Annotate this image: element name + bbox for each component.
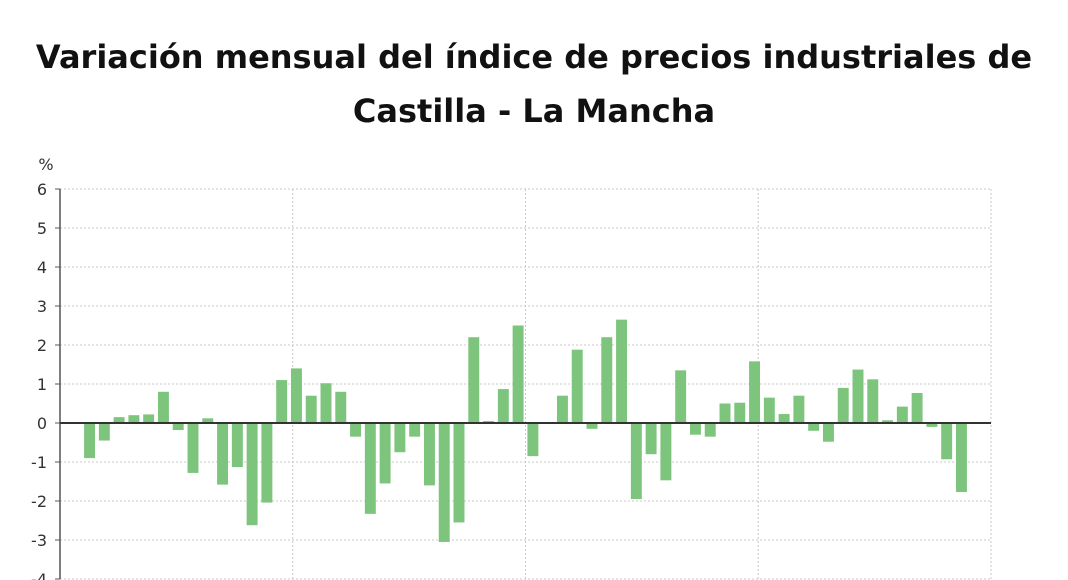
bar	[217, 423, 229, 485]
chart-title-line-2: Castilla - La Mancha	[352, 92, 716, 130]
y-tick-label: -4	[31, 570, 47, 580]
bar	[379, 423, 391, 484]
bar	[837, 387, 849, 423]
bar	[852, 369, 864, 423]
bar	[660, 423, 672, 481]
bar	[941, 423, 953, 460]
bar	[527, 423, 539, 457]
bar	[305, 395, 317, 423]
y-tick-label: -1	[31, 453, 47, 472]
bar	[616, 319, 628, 423]
chart-title-line-1: Variación mensual del índice de precios …	[35, 38, 1033, 76]
y-tick-label: 0	[37, 414, 47, 433]
bar	[512, 325, 524, 423]
bar	[571, 349, 583, 423]
bar	[290, 368, 302, 423]
bar	[364, 423, 376, 514]
bar	[438, 423, 450, 542]
bar	[749, 361, 761, 423]
bar	[335, 391, 347, 423]
bar	[763, 397, 775, 423]
bar	[157, 391, 169, 423]
bar	[394, 423, 406, 453]
bar	[497, 389, 509, 423]
y-tick-label: 2	[37, 336, 47, 355]
bar	[867, 379, 879, 423]
bar	[453, 423, 465, 523]
bar	[187, 423, 199, 473]
bar	[793, 395, 805, 423]
bar	[409, 423, 421, 437]
bar	[231, 423, 243, 468]
bar	[320, 383, 332, 423]
bar	[202, 418, 214, 423]
bar	[808, 423, 820, 431]
bar	[276, 380, 288, 423]
bar	[586, 423, 598, 429]
bar	[955, 423, 967, 493]
bar	[143, 414, 155, 423]
y-tick-label: -2	[31, 492, 47, 511]
bar	[882, 420, 894, 423]
chart-title: Variación mensual del índice de precios …	[0, 30, 1068, 138]
bar	[926, 423, 938, 427]
bar	[645, 423, 657, 455]
bar	[734, 402, 746, 423]
y-tick-label: 3	[37, 297, 47, 316]
y-tick-label: 4	[37, 258, 47, 277]
bar	[911, 392, 923, 423]
bar	[113, 417, 125, 423]
y-axis-unit-label: %	[38, 155, 53, 174]
bar	[246, 423, 258, 526]
bar	[98, 423, 110, 441]
y-tick-label: -3	[31, 531, 47, 550]
bar	[896, 406, 908, 423]
grid-lines	[60, 188, 992, 580]
bar	[556, 395, 568, 423]
y-tick-label: 1	[37, 375, 47, 394]
bar	[261, 423, 273, 503]
bars	[84, 319, 967, 542]
bar	[601, 337, 613, 423]
bar	[172, 423, 184, 431]
bar	[675, 370, 687, 423]
bar	[689, 423, 701, 435]
bar	[468, 337, 480, 423]
bar	[423, 423, 435, 486]
bar	[350, 423, 362, 437]
bar	[630, 423, 642, 500]
bar	[128, 415, 140, 423]
y-tick-label: 5	[37, 219, 47, 238]
axes: -4 -3 -2 -1 0 1 2 3 4 5 6	[31, 180, 991, 580]
y-tick-label: 6	[37, 180, 47, 199]
bar	[778, 414, 790, 423]
bar	[84, 423, 96, 459]
bar	[719, 403, 731, 423]
bar	[704, 423, 716, 437]
bar	[822, 423, 834, 442]
